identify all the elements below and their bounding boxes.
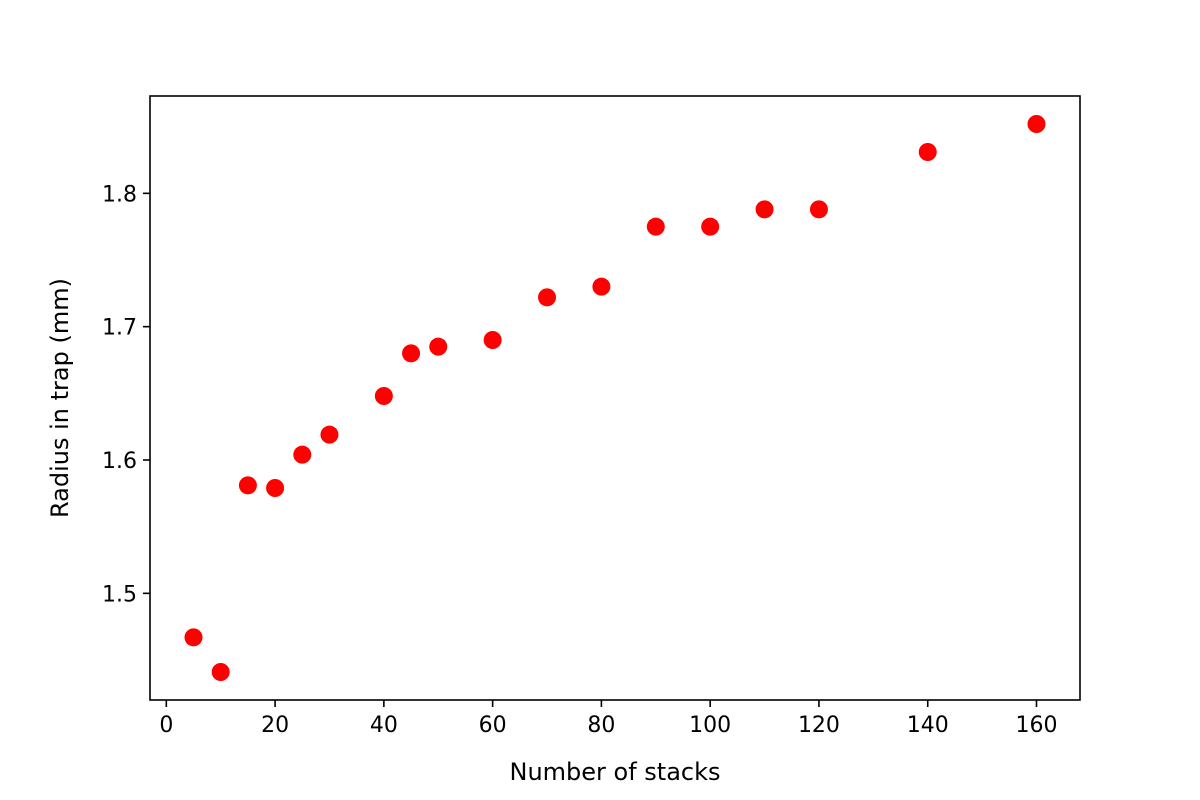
- x-tick-label: 40: [370, 713, 398, 738]
- data-point: [402, 344, 421, 363]
- x-tick-label: 120: [798, 713, 840, 738]
- y-tick-label: 1.7: [102, 316, 137, 341]
- x-tick-label: 100: [689, 713, 731, 738]
- x-tick-label: 20: [261, 713, 289, 738]
- data-point: [755, 200, 774, 219]
- data-point: [320, 425, 339, 444]
- data-point: [238, 476, 257, 495]
- data-point: [592, 277, 611, 296]
- axes-frame: [149, 95, 1081, 701]
- x-tick-label: 0: [159, 713, 173, 738]
- data-point: [646, 217, 665, 236]
- data-point: [701, 217, 720, 236]
- x-tick-label: 80: [587, 713, 615, 738]
- data-points: [184, 115, 1046, 681]
- data-point: [918, 143, 937, 161]
- data-point: [538, 288, 557, 307]
- data-point: [211, 663, 230, 681]
- x-axis-label: Number of stacks: [509, 758, 720, 786]
- x-axis-ticks: 0 20 40 60 80 100 120 140 160: [159, 700, 1057, 738]
- data-point: [184, 628, 203, 647]
- data-point: [809, 200, 828, 219]
- y-tick-label: 1.6: [102, 449, 137, 474]
- y-axis-ticks: 1.5 1.6 1.7 1.8: [102, 182, 150, 607]
- data-point: [1027, 115, 1046, 133]
- x-tick-label: 160: [1015, 713, 1057, 738]
- data-point: [429, 337, 448, 356]
- data-point: [374, 387, 393, 405]
- data-point: [483, 331, 502, 349]
- y-tick-label: 1.8: [102, 182, 137, 207]
- data-point: [293, 445, 312, 464]
- y-axis-label: Radius in trap (mm): [46, 278, 74, 518]
- x-tick-label: 60: [479, 713, 507, 738]
- x-tick-label: 140: [907, 713, 949, 738]
- y-tick-label: 1.5: [102, 582, 137, 607]
- data-point: [266, 479, 285, 497]
